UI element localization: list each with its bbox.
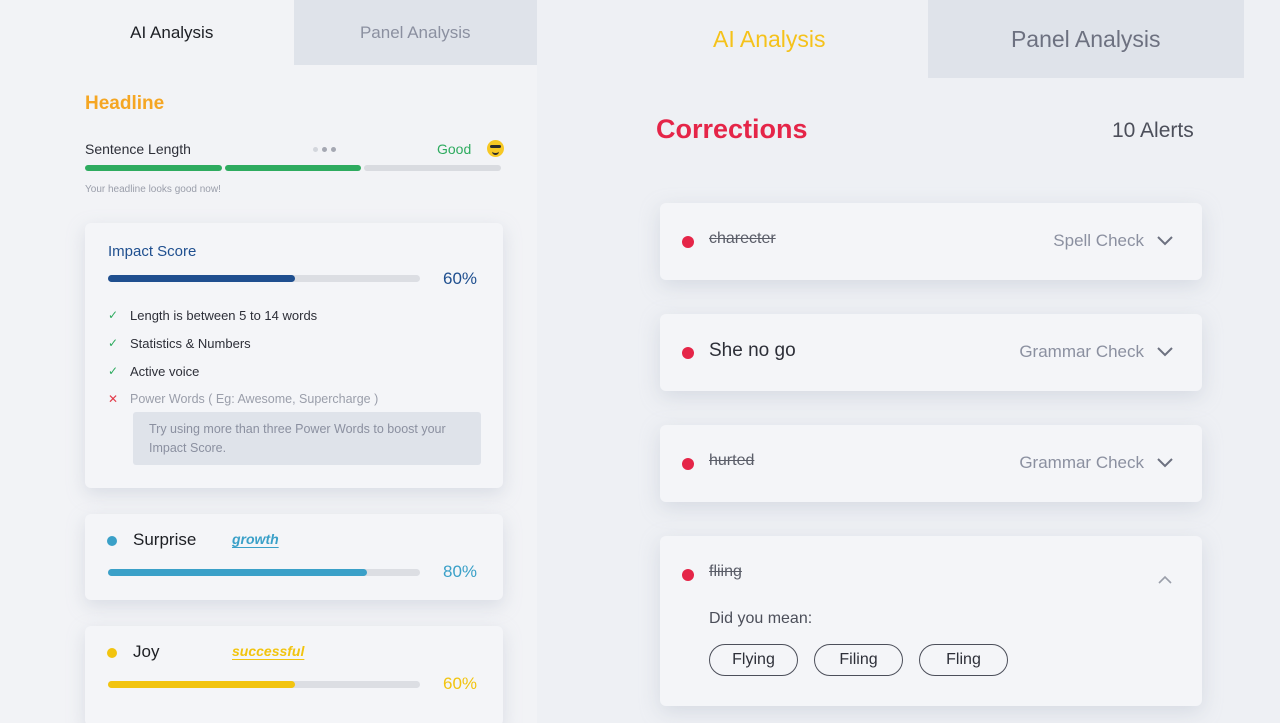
alert-card[interactable]: charecter Spell Check [660,203,1202,280]
emotion-bar-fill [108,681,296,688]
right-tab-ai-analysis[interactable]: AI Analysis [611,0,928,78]
emotion-dot-icon [107,648,117,658]
check-item-text: Statistics & Numbers [130,335,251,351]
alerts-count: 10 Alerts [1112,119,1194,142]
left-tab-panel-analysis[interactable]: Panel Analysis [293,0,537,65]
emotion-card-surprise: Surprise growth 80% [85,514,503,600]
alert-word: She no go [709,340,796,361]
did-you-mean-label: Did you mean: [709,610,813,627]
emotion-percent: 60% [443,674,478,693]
suggestion-chip[interactable]: Filing [814,644,903,676]
emotion-keyword[interactable]: successful [232,643,305,659]
sentence-length-meter [85,165,502,171]
alert-dot-icon [682,347,694,359]
chevron-up-icon[interactable] [1156,571,1174,589]
right-tab-panel-analysis[interactable]: Panel Analysis [927,0,1244,78]
left-tab-ai-analysis[interactable]: AI Analysis [50,0,294,65]
right-panel: AI Analysis Panel Analysis Corrections 1… [537,0,1280,723]
meter-segment [364,165,502,171]
meter-segment [85,165,222,171]
emotion-bar [108,681,420,688]
corrections-title: Corrections [656,114,808,144]
sunglasses-emoji-icon [487,140,504,157]
sentence-length-row: Sentence Length Good [85,140,505,160]
impact-tip: Try using more than three Power Words to… [133,412,481,465]
loading-dots-icon [313,147,336,152]
alert-dot-icon [682,236,694,248]
alert-word: charecter [709,230,776,247]
right-tab-bar: AI Analysis Panel Analysis [611,0,1244,78]
check-item: ✓ Statistics & Numbers [108,329,378,357]
headline-title: Headline [85,93,165,114]
emotion-label: Surprise [133,530,197,549]
alert-card[interactable]: She no go Grammar Check [660,314,1202,391]
sentence-length-status: Good [437,141,472,157]
meter-segment [224,165,362,171]
cross-icon: ✕ [108,392,119,406]
check-item: ✕ Power Words ( Eg: Awesome, Supercharge … [108,385,378,413]
alert-card[interactable]: hurted Grammar Check [660,425,1202,502]
suggestion-list: Flying Filing Fling [709,644,1008,676]
alert-word: hurted [709,452,755,469]
suggestion-chip[interactable]: Fling [919,644,1008,676]
emotion-bar-fill [108,569,367,576]
impact-checklist: ✓ Length is between 5 to 14 words ✓ Statis… [108,301,378,413]
emotion-percent: 80% [443,562,478,581]
emotion-dot-icon [107,536,117,546]
impact-score-title: Impact Score [108,243,197,260]
check-item: ✓ Length is between 5 to 14 words [108,301,378,329]
alert-dot-icon [682,569,694,581]
impact-score-bar-fill [108,275,296,282]
headline-note: Your headline looks good now! [85,184,221,195]
emotion-label: Joy [133,642,160,661]
check-item: ✓ Active voice [108,357,378,385]
alert-dot-icon [682,458,694,470]
chevron-down-icon[interactable] [1156,342,1174,360]
check-item-text: Active voice [130,363,200,379]
emotion-card-joy: Joy successful 60% [85,626,503,723]
left-panel: AI Analysis Panel Analysis Headline Sent… [0,0,537,723]
alert-type: Spell Check [1053,231,1144,250]
chevron-down-icon[interactable] [1156,453,1174,471]
alert-card-expanded[interactable]: fliing Did you mean: Flying Filing Fling [660,536,1202,706]
impact-score-bar [108,275,420,282]
check-icon: ✓ [108,336,119,350]
alert-type: Grammar Check [1019,453,1144,472]
check-item-text: Power Words ( Eg: Awesome, Supercharge ) [130,392,379,406]
emotion-bar [108,569,420,576]
sentence-length-label: Sentence Length [85,141,191,157]
chevron-down-icon[interactable] [1156,231,1174,249]
check-item-text: Length is between 5 to 14 words [130,307,318,323]
alert-type: Grammar Check [1019,342,1144,361]
impact-score-percent: 60% [443,269,478,288]
check-icon: ✓ [108,308,119,322]
suggestion-chip[interactable]: Flying [709,644,798,676]
emotion-keyword[interactable]: growth [232,531,279,547]
impact-score-card: Impact Score 60% ✓ Length is between 5 to… [85,223,503,488]
left-tab-bar: AI Analysis Panel Analysis [50,0,537,65]
check-icon: ✓ [108,364,119,378]
alert-word: fliing [709,563,742,580]
